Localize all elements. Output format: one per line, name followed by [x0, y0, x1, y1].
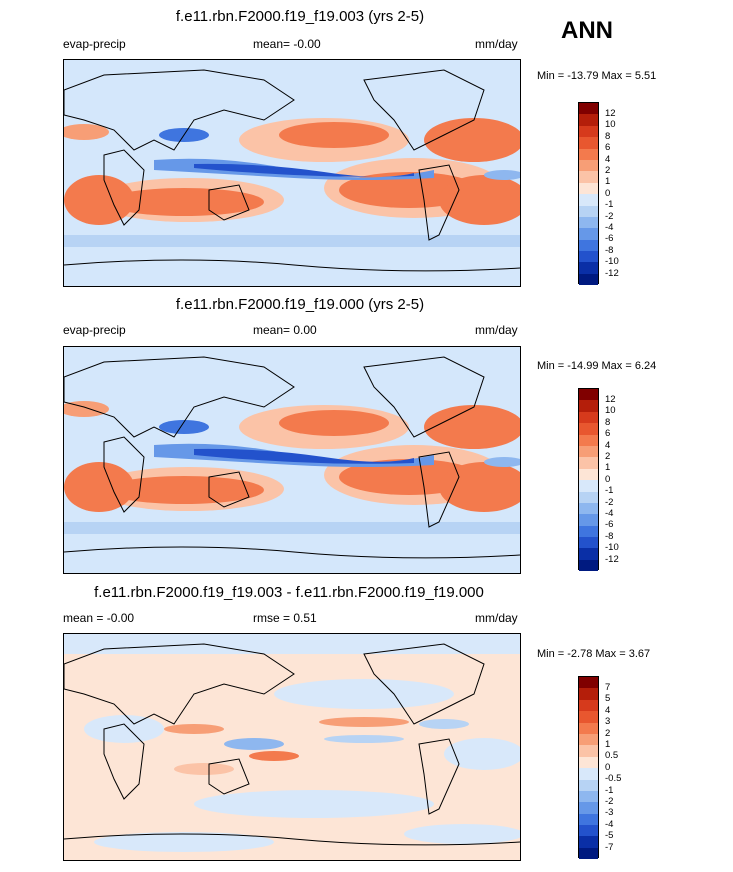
colorbar-tick: -5	[605, 830, 614, 842]
colorbar-tick: -8	[605, 244, 614, 256]
colorbar-tick: 2	[605, 451, 611, 462]
colorbar-tick: 10	[605, 119, 616, 131]
colorbar-tick: 4	[605, 153, 611, 165]
colorbar-tick: -1	[605, 784, 614, 796]
panel-2-map	[63, 346, 521, 574]
colorbar-tick: 2	[605, 727, 611, 739]
panel-3-units-label: mm/day	[475, 611, 518, 625]
colorbar-tick: 0	[605, 187, 611, 199]
colorbar-tick: 10	[605, 405, 616, 417]
panel-3-colorbar: 7 5 4 3 2 1 0.5 0 -0.5 -1 -2 -3 -4 -5 -7	[578, 676, 621, 860]
colorbar-tick: -4	[605, 508, 614, 519]
panel-3-map	[63, 633, 521, 861]
colorbar-tick: 4	[605, 439, 611, 451]
panel-1-contour-field	[64, 60, 520, 286]
panel-2-colorbar: 12 10 8 6 4 2 1 0 -1 -2 -4 -6 -8 -10 -12	[578, 388, 619, 572]
colorbar-tick: 2	[605, 165, 611, 176]
panel-3-title: f.e11.rbn.F2000.f19_f19.003 - f.e11.rbn.…	[94, 584, 484, 601]
panel-2-contour-field	[64, 347, 520, 573]
colorbar-tick: 1	[605, 176, 611, 188]
colorbar-tick: -4	[605, 818, 614, 830]
colorbar-tick: -1	[605, 199, 614, 211]
panel-1-title: f.e11.rbn.F2000.f19_f19.003 (yrs 2-5)	[175, 8, 425, 25]
colorbar-tick: 7	[605, 682, 611, 693]
colorbar-tick: -2	[605, 796, 614, 807]
colorbar-tick: 8	[605, 416, 611, 428]
colorbar-tick: 1	[605, 462, 611, 474]
colorbar-tick: 4	[605, 704, 611, 716]
colorbar-tick: 0.5	[605, 750, 619, 762]
colorbar-tick: -12	[605, 553, 619, 565]
panel-1-min-max: Min = -13.79 Max = 5.51	[537, 70, 657, 82]
colorbar-tick: -2	[605, 496, 614, 508]
colorbar-tick: -12	[605, 267, 619, 279]
colorbar-tick: 0	[605, 761, 611, 773]
panel-1-variable-label: evap-precip	[63, 37, 126, 51]
colorbar-tick: -4	[605, 222, 614, 233]
panel-2-title: f.e11.rbn.F2000.f19_f19.000 (yrs 2-5)	[175, 296, 425, 313]
panel-3-mean-label: mean = -0.00	[63, 611, 135, 625]
season-label: ANN	[561, 17, 613, 44]
panel-3-min-max: Min = -2.78 Max = 3.67	[537, 648, 651, 660]
panel-2-variable-label: evap-precip	[63, 323, 126, 337]
colorbar-tick: 12	[605, 394, 616, 405]
colorbar-tick: 6	[605, 428, 611, 440]
panel-1-colorbar: 12 10 8 6 4 2 1 0 -1 -2 -4 -6 -8 -10 -12	[578, 102, 619, 286]
panel-3-contour-field	[64, 634, 520, 860]
colorbar-tick: 6	[605, 142, 611, 154]
colorbar-tick: 12	[605, 108, 616, 119]
colorbar-tick: -10	[605, 542, 619, 554]
colorbar-tick: 1	[605, 739, 611, 750]
panel-1-map	[63, 59, 521, 287]
colorbar-tick: 3	[605, 716, 611, 728]
colorbar-tick: -0.5	[605, 773, 622, 785]
panel-1-units-label: mm/day	[475, 37, 518, 51]
panel-2-units-label: mm/day	[475, 323, 518, 337]
colorbar-tick: -2	[605, 210, 614, 222]
colorbar-tick: -7	[605, 841, 614, 853]
colorbar-tick: 8	[605, 130, 611, 142]
panel-2-min-max: Min = -14.99 Max = 6.24	[537, 360, 657, 372]
colorbar-tick: -1	[605, 485, 614, 497]
colorbar-tick: -10	[605, 256, 619, 268]
colorbar-tick: 0	[605, 473, 611, 485]
colorbar-tick: 5	[605, 693, 611, 705]
panel-1-mean-label: mean= -0.00	[253, 37, 321, 51]
colorbar-tick: -8	[605, 530, 614, 542]
colorbar-tick: -6	[605, 519, 614, 531]
colorbar-tick: -3	[605, 807, 614, 819]
colorbar-tick: -6	[605, 233, 614, 245]
panel-3-rmse-label: rmse = 0.51	[253, 611, 317, 625]
panel-2-mean-label: mean= 0.00	[253, 323, 317, 337]
